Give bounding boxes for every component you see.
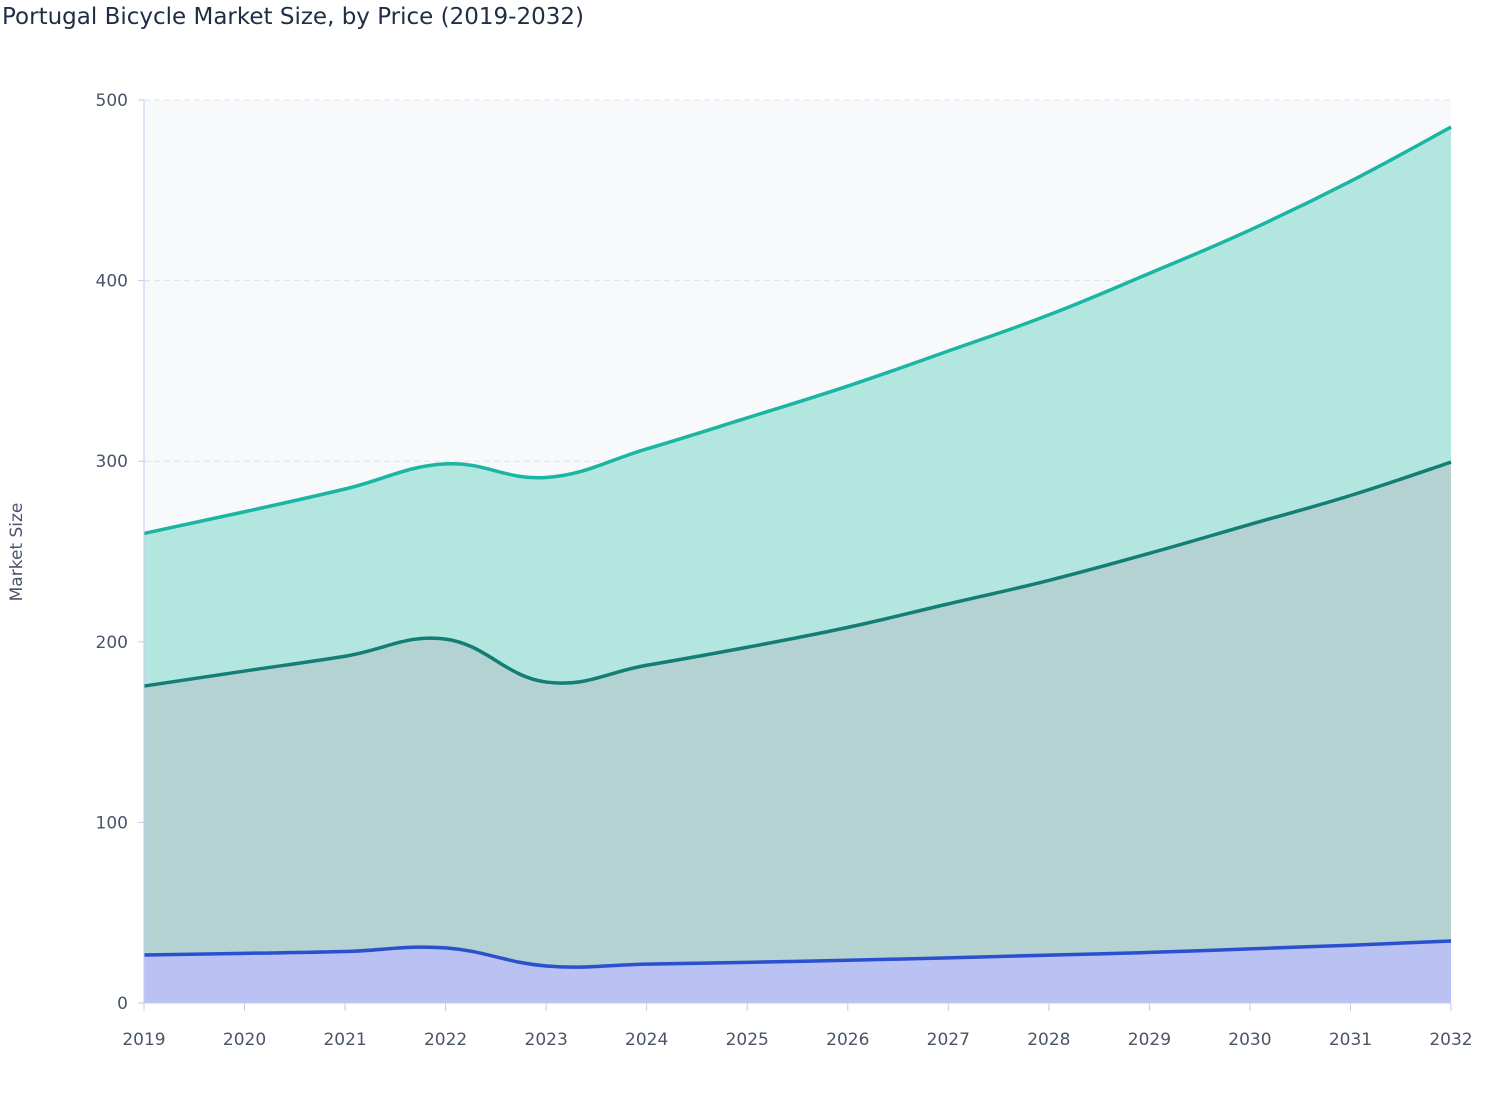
line-series-1 (143, 939, 1452, 969)
x-tick-label: 2025 (726, 1030, 769, 1050)
x-tick-label: 2030 (1228, 1030, 1271, 1050)
x-tick-label: 2026 (826, 1030, 869, 1050)
x-tick-label: 2031 (1329, 1030, 1372, 1050)
y-tick-label: 100 (96, 813, 128, 833)
y-tick-label: 400 (96, 272, 128, 292)
y-axis-label: Market Size (7, 503, 27, 602)
area-series-3 (144, 127, 1451, 687)
x-tick-label: 2029 (1128, 1030, 1171, 1050)
line-series-2 (143, 460, 1452, 688)
y-tick-label: 500 (96, 91, 128, 111)
y-tick-label: 0 (117, 994, 128, 1014)
x-tick-label: 2027 (927, 1030, 970, 1050)
area-series-1 (144, 941, 1451, 1003)
x-tick-label: 2028 (1027, 1030, 1070, 1050)
x-tick-label: 2032 (1429, 1030, 1472, 1050)
y-tick-label: 300 (96, 452, 128, 472)
y-tick-label: 200 (96, 633, 128, 653)
x-tick-label: 2019 (122, 1030, 165, 1050)
chart-title: Portugal Bicycle Market Size, by Price (… (2, 4, 584, 30)
line-series-3 (143, 125, 1452, 536)
x-tick-label: 2020 (223, 1030, 266, 1050)
x-tick-label: 2024 (625, 1030, 668, 1050)
x-tick-label: 2021 (323, 1030, 366, 1050)
x-tick-label: 2023 (525, 1030, 568, 1050)
area-series-2 (144, 462, 1451, 968)
x-tick-label: 2022 (424, 1030, 467, 1050)
